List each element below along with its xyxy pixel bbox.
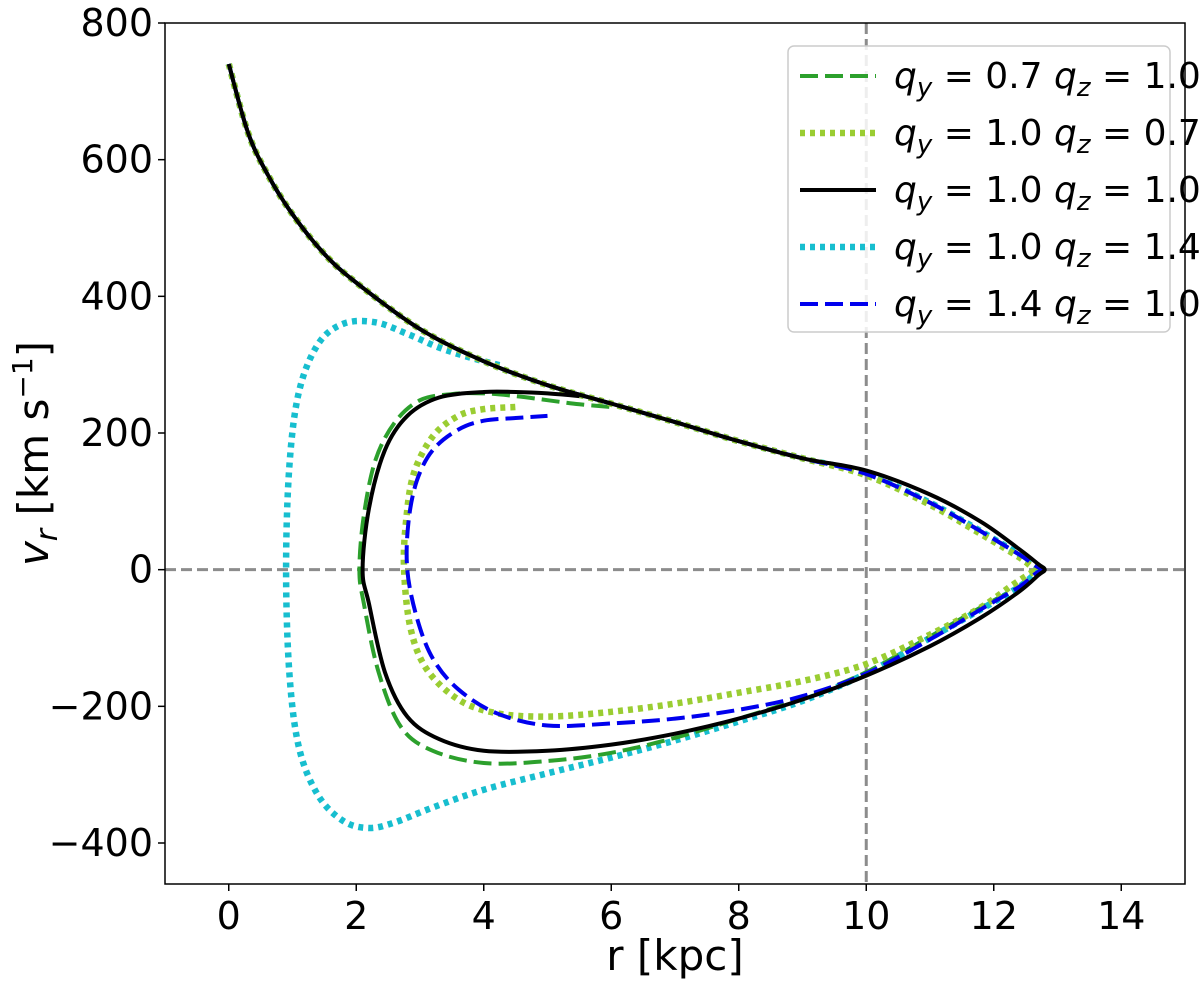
legend-entry-label: qy = 1.0 qz = 1.0 (894, 170, 1200, 217)
y-tick-label: −400 (49, 821, 153, 865)
x-tick-label: 2 (344, 894, 368, 938)
y-tick-label: 400 (80, 274, 153, 318)
y-tick-label: 800 (80, 1, 153, 45)
y-tick-label: 600 (80, 138, 153, 182)
legend-entry-label: qy = 1.0 qz = 1.4 (894, 227, 1200, 274)
y-axis-ticks: −400 −200 0 200 400 600 800 (49, 1, 165, 865)
x-tick-label: 4 (472, 894, 496, 938)
reference-lines (165, 23, 1185, 884)
x-tick-label: 12 (970, 894, 1018, 938)
series-line-3 (226, 63, 1047, 754)
legend-box (787, 45, 1171, 333)
x-tick-label: 6 (599, 894, 623, 938)
legend: qy = 0.7 qz = 1.0 qy = 1.0 qz = 0.7 qy = 1… (787, 45, 1200, 333)
y-tick-label: 200 (80, 411, 153, 455)
x-tick-label: 0 (217, 894, 241, 938)
series-layer (225, 63, 1047, 832)
x-tick-label: 10 (842, 894, 890, 938)
x-axis-ticks: 0 2 4 6 8 10 12 14 (217, 884, 1145, 938)
legend-entry-label: qy = 1.0 qz = 0.7 (894, 113, 1200, 160)
y-tick-label: −200 (49, 684, 153, 728)
x-axis-label: r [kpc] (606, 931, 743, 980)
x-tick-label: 14 (1097, 894, 1145, 938)
y-tick-label: 0 (129, 548, 153, 592)
legend-entry-label: qy = 1.4 qz = 1.0 (894, 284, 1200, 331)
legend-entry-label: qy = 0.7 qz = 1.0 (894, 56, 1200, 103)
plot-frame (164, 22, 1186, 885)
y-axis-label: vr [km s−1] (6, 341, 65, 566)
x-tick-label: 8 (727, 894, 751, 938)
